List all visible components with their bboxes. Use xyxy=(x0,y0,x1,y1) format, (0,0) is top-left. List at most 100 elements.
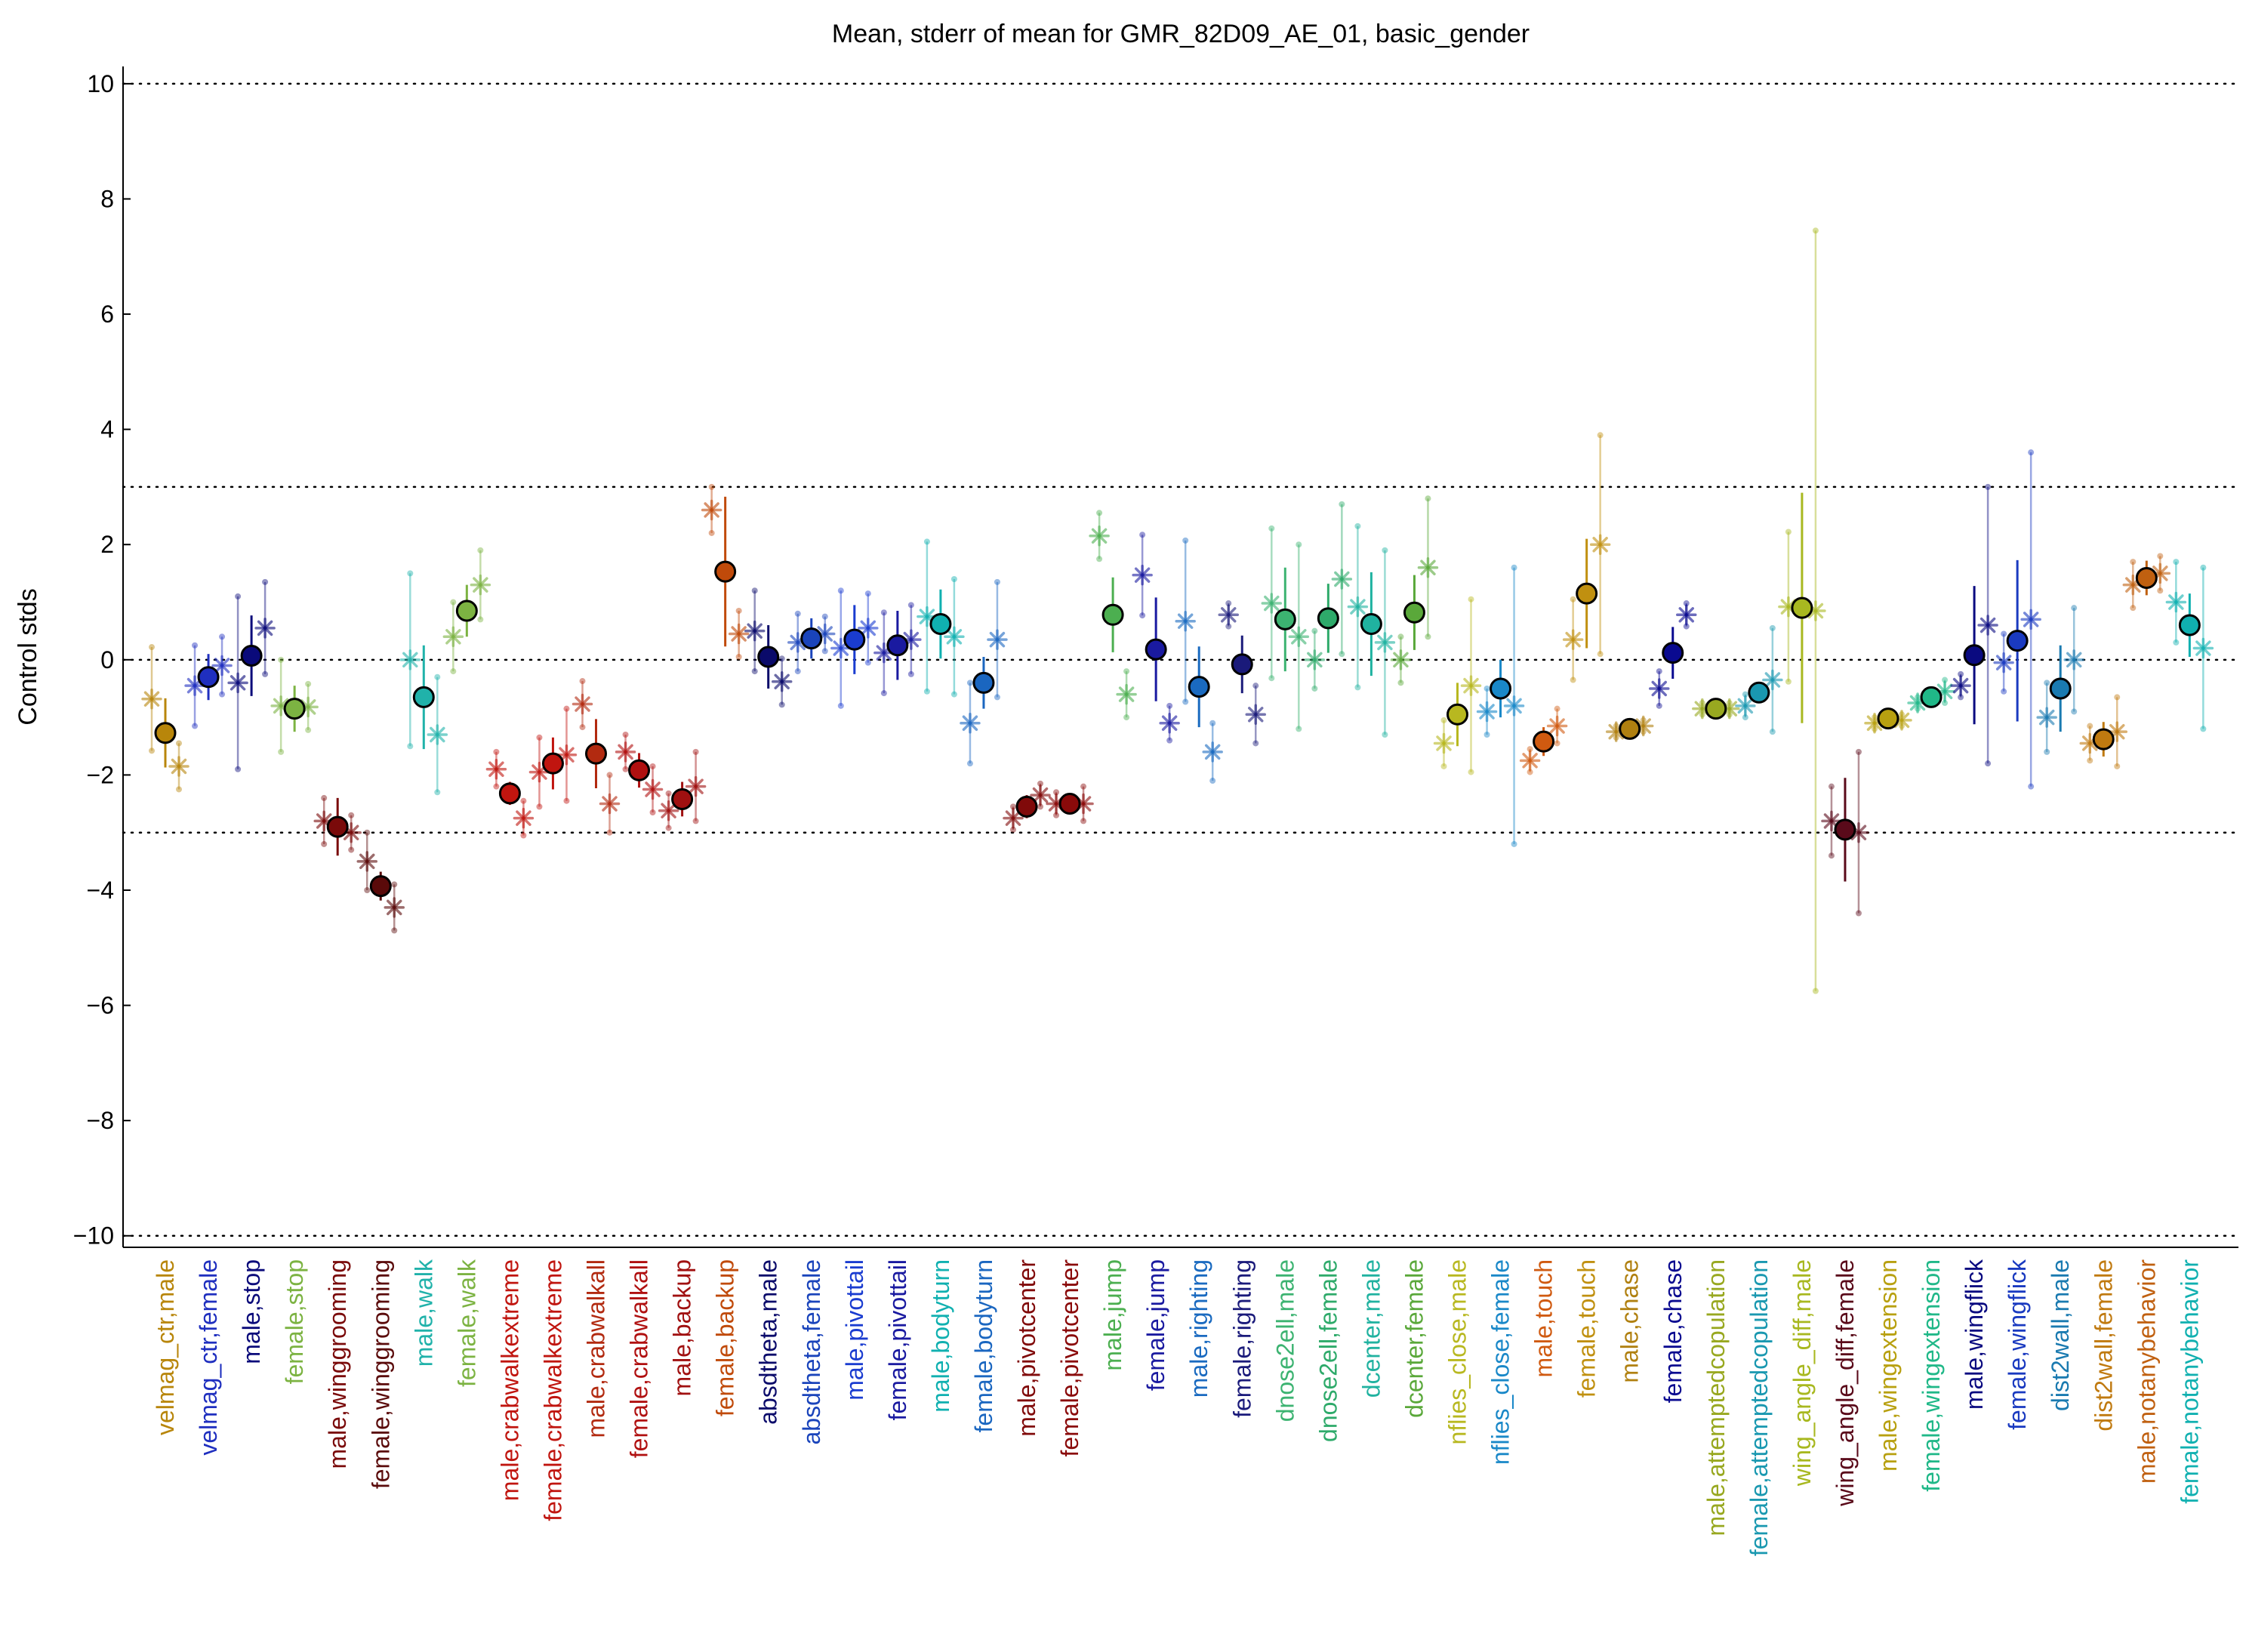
x-tick-label: female,crabwalkall xyxy=(626,1259,653,1458)
error-bar-cap xyxy=(149,747,155,754)
y-tick-label: −2 xyxy=(87,761,114,788)
mean-marker xyxy=(1446,703,1468,726)
error-bar-cap xyxy=(434,673,441,680)
error-bar-cap xyxy=(149,644,155,651)
error-bar-cap xyxy=(821,648,828,655)
error-bar-cap xyxy=(219,691,226,698)
error-bar-cap xyxy=(2114,763,2121,769)
mean-marker xyxy=(2135,566,2158,589)
series-star-marker xyxy=(1950,675,1971,696)
series-star-marker xyxy=(1762,669,1783,691)
x-tick-label: absdtheta,female xyxy=(798,1259,825,1445)
x-tick-label: male,jump xyxy=(1099,1259,1126,1371)
error-bar-cap xyxy=(1597,432,1604,439)
error-bar-cap xyxy=(1010,803,1016,810)
mean-marker xyxy=(585,742,607,765)
y-tick-label: 8 xyxy=(100,185,114,212)
y-tick-label: −8 xyxy=(87,1107,114,1134)
error-bar-cap xyxy=(2130,559,2137,566)
error-bar-cap xyxy=(2044,680,2050,686)
series-star-marker xyxy=(615,741,636,763)
error-bar-cap xyxy=(1942,700,1949,707)
x-tick-label: male,righting xyxy=(1185,1259,1212,1398)
reference-lines xyxy=(122,82,2240,1237)
series-star-marker xyxy=(1993,652,2014,673)
error-bar-cap xyxy=(751,668,758,675)
error-bar-cap xyxy=(1182,698,1189,705)
error-bar-cap xyxy=(2200,564,2207,571)
mean-marker xyxy=(1834,818,1856,841)
x-tick-label: female,chase xyxy=(1659,1259,1687,1403)
error-bar-cap xyxy=(563,705,570,712)
error-bar-cap xyxy=(450,668,457,675)
series-star-marker xyxy=(1202,741,1223,763)
error-bar-cap xyxy=(262,578,269,585)
error-bar-cap xyxy=(1182,537,1189,544)
error-bar-cap xyxy=(192,642,199,649)
error-bar-cap xyxy=(1397,680,1404,686)
error-bar-cap xyxy=(305,726,312,733)
error-bar-cap xyxy=(837,702,844,709)
series-star-marker xyxy=(2165,591,2187,613)
error-bar-cap xyxy=(1785,529,1792,535)
series-star-marker xyxy=(1245,704,1266,726)
error-bar-cap xyxy=(2157,553,2164,559)
series-star-marker xyxy=(1649,678,1670,699)
x-tick-label: velmag_ctr,female xyxy=(195,1259,222,1456)
error-bar-cap xyxy=(1958,670,1964,677)
error-bar-cap xyxy=(1812,227,1819,234)
mean-marker xyxy=(283,698,306,720)
x-tick-label: female,stop xyxy=(281,1259,308,1384)
error-bar-cap xyxy=(1425,633,1431,640)
error-bar-cap xyxy=(778,655,785,662)
mean-marker xyxy=(412,686,435,708)
error-bar-cap xyxy=(2173,559,2180,566)
series-star-marker xyxy=(1374,632,1396,653)
chart-title: Mean, stderr of mean for GMR_82D09_AE_01… xyxy=(832,20,1530,48)
error-bar-cap xyxy=(1656,668,1662,675)
y-tick-label: 0 xyxy=(100,646,114,673)
series-star-marker xyxy=(1503,695,1525,717)
error-bar-cap xyxy=(219,633,226,640)
series-star-marker xyxy=(427,724,448,745)
error-bar-cap xyxy=(622,766,629,772)
error-bar-cap xyxy=(262,670,269,677)
error-bar-cap xyxy=(821,613,828,620)
mean-marker xyxy=(1791,596,1813,619)
error-bar-cap xyxy=(751,587,758,594)
x-tick-label: male,wingflick xyxy=(1961,1259,1988,1410)
x-tick-label: wing_angle_diff,male xyxy=(1788,1259,1816,1487)
series-star-marker xyxy=(1977,615,1998,636)
error-bar-cap xyxy=(864,659,871,666)
series-star-marker xyxy=(944,626,965,648)
error-bar-cap xyxy=(735,654,742,660)
error-bar-cap xyxy=(1311,627,1318,634)
mean-marker xyxy=(1877,707,1899,730)
x-tick-label: female,pivottail xyxy=(884,1259,911,1420)
error-bar-cap xyxy=(1958,694,1964,701)
series-star-marker xyxy=(1519,750,1541,772)
x-tick-label: male,bodyturn xyxy=(927,1259,954,1413)
error-bar-cap xyxy=(520,832,527,839)
error-bar-cap xyxy=(305,680,312,687)
x-tick-label: dist2wall,male xyxy=(2047,1259,2074,1411)
error-bar-cap xyxy=(2028,449,2035,456)
error-bar-cap xyxy=(1037,803,1043,810)
error-bar-cap xyxy=(1166,737,1173,744)
error-bar-cap xyxy=(1397,633,1404,640)
series-star-marker xyxy=(771,671,793,692)
series-star-marker xyxy=(1218,604,1239,626)
error-bar-cap xyxy=(1785,678,1792,685)
error-bar-cap xyxy=(348,812,355,818)
x-tick-label: nflies_close,female xyxy=(1487,1259,1514,1465)
mean-marker xyxy=(1705,698,1727,720)
error-bar-cap xyxy=(2157,587,2164,594)
error-bar-cap xyxy=(1209,778,1216,784)
series-star-marker xyxy=(728,623,750,645)
error-bar-cap xyxy=(1742,714,1748,721)
series-star-marker xyxy=(2036,707,2057,728)
error-bar-cap xyxy=(1311,685,1318,692)
mean-marker xyxy=(498,782,521,805)
error-bar-cap xyxy=(994,694,1000,701)
x-tick-label: male,pivottail xyxy=(841,1259,868,1401)
